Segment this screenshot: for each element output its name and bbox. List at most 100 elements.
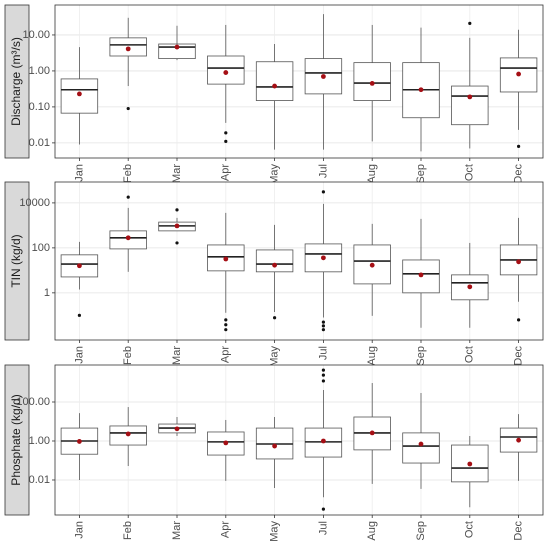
y-tick-label: 0.01	[29, 474, 50, 486]
mean	[516, 71, 521, 77]
plot-border	[54, 181, 544, 341]
mean	[77, 439, 82, 444]
y-axis-label: Discharge (m³/s)	[9, 37, 23, 126]
x-tick-label: Jan	[73, 346, 85, 364]
mean	[77, 91, 82, 97]
y-tick-label: 10000	[19, 197, 50, 209]
outlier	[321, 368, 325, 372]
y-tick-label: 100.00	[16, 396, 50, 408]
x-tick-label: Mar	[171, 521, 183, 540]
outlier	[321, 190, 325, 194]
x-tick-label: Oct	[464, 346, 476, 363]
plot-border	[54, 4, 544, 159]
x-tick-label: Oct	[464, 521, 476, 538]
mean	[516, 437, 521, 443]
x-tick-label: Dec	[513, 346, 525, 366]
mean	[369, 430, 375, 436]
y-axis-label: TIN (kg/d)	[9, 234, 23, 287]
outlier	[517, 318, 521, 322]
x-tick-label: May	[269, 521, 281, 542]
y-tick-label: 10.00	[22, 29, 50, 41]
outlier	[321, 324, 325, 328]
x-tick-label: Jul	[317, 164, 329, 178]
mean	[77, 263, 82, 269]
mean	[321, 438, 326, 444]
x-tick-label: Aug	[366, 521, 378, 541]
outlier	[321, 373, 325, 377]
mean	[418, 441, 424, 447]
box	[255, 249, 294, 273]
y-tick-label: 1.00	[29, 435, 50, 447]
x-tick-label: Oct	[464, 164, 476, 181]
x-tick-label: Jan	[73, 521, 85, 539]
x-tick-label: Sep	[415, 346, 427, 366]
strip	[4, 181, 30, 341]
mean	[223, 440, 229, 446]
mean	[467, 94, 473, 100]
x-tick-label: Mar	[171, 346, 183, 365]
x-tick-label: May	[269, 164, 281, 185]
outlier	[224, 139, 228, 143]
mean	[369, 81, 375, 86]
outlier	[468, 21, 472, 25]
strip	[4, 364, 30, 516]
y-tick-label: 0.01	[29, 137, 50, 149]
box	[207, 55, 245, 85]
x-tick-label: Sep	[415, 164, 427, 184]
mean	[369, 262, 375, 268]
outlier	[224, 318, 228, 322]
outlier	[126, 195, 130, 199]
mean	[516, 259, 521, 265]
strip	[4, 4, 30, 159]
outlier	[321, 507, 325, 511]
plot-border	[54, 364, 544, 516]
outlier	[224, 328, 228, 332]
x-tick-label: Aug	[366, 164, 378, 184]
plot-area	[55, 182, 543, 340]
mean	[272, 262, 277, 268]
outlier	[273, 316, 277, 320]
box	[402, 432, 440, 464]
x-tick-label: May	[269, 346, 281, 367]
x-tick-label: Feb	[122, 521, 134, 540]
x-tick-label: Apr	[220, 521, 232, 538]
x-tick-label: Apr	[220, 164, 232, 181]
mean	[467, 284, 473, 290]
x-tick-label: Jul	[317, 521, 329, 535]
mean	[125, 431, 131, 437]
mean	[125, 46, 131, 52]
outlier	[224, 131, 228, 135]
x-tick-label: Mar	[171, 164, 183, 183]
outlier	[517, 144, 521, 148]
outlier	[321, 328, 325, 332]
x-tick-label: Aug	[366, 346, 378, 366]
box	[451, 85, 489, 126]
mean	[223, 70, 229, 75]
mean	[418, 272, 424, 278]
mean	[223, 256, 229, 262]
y-tick-label: 0.10	[29, 101, 50, 113]
outlier	[224, 323, 228, 327]
mean	[125, 235, 131, 241]
mean	[467, 461, 473, 467]
mean	[272, 443, 277, 449]
box	[402, 259, 440, 294]
mean	[174, 426, 180, 432]
mean	[174, 44, 180, 50]
outlier	[126, 106, 130, 111]
x-tick-label: Feb	[122, 346, 134, 365]
outlier	[77, 313, 81, 317]
y-tick-label: 100	[32, 242, 50, 254]
y-axis-label: Phosphate (kg/d)	[9, 394, 23, 485]
mean	[174, 223, 180, 229]
y-tick-label: 1	[44, 287, 50, 299]
y-tick-label: 1.00	[29, 65, 50, 77]
x-tick-label: Dec	[513, 164, 525, 184]
outlier	[321, 379, 325, 383]
mean	[321, 255, 326, 261]
x-tick-label: Feb	[122, 164, 134, 183]
mean	[321, 74, 326, 79]
outlier	[321, 320, 325, 324]
